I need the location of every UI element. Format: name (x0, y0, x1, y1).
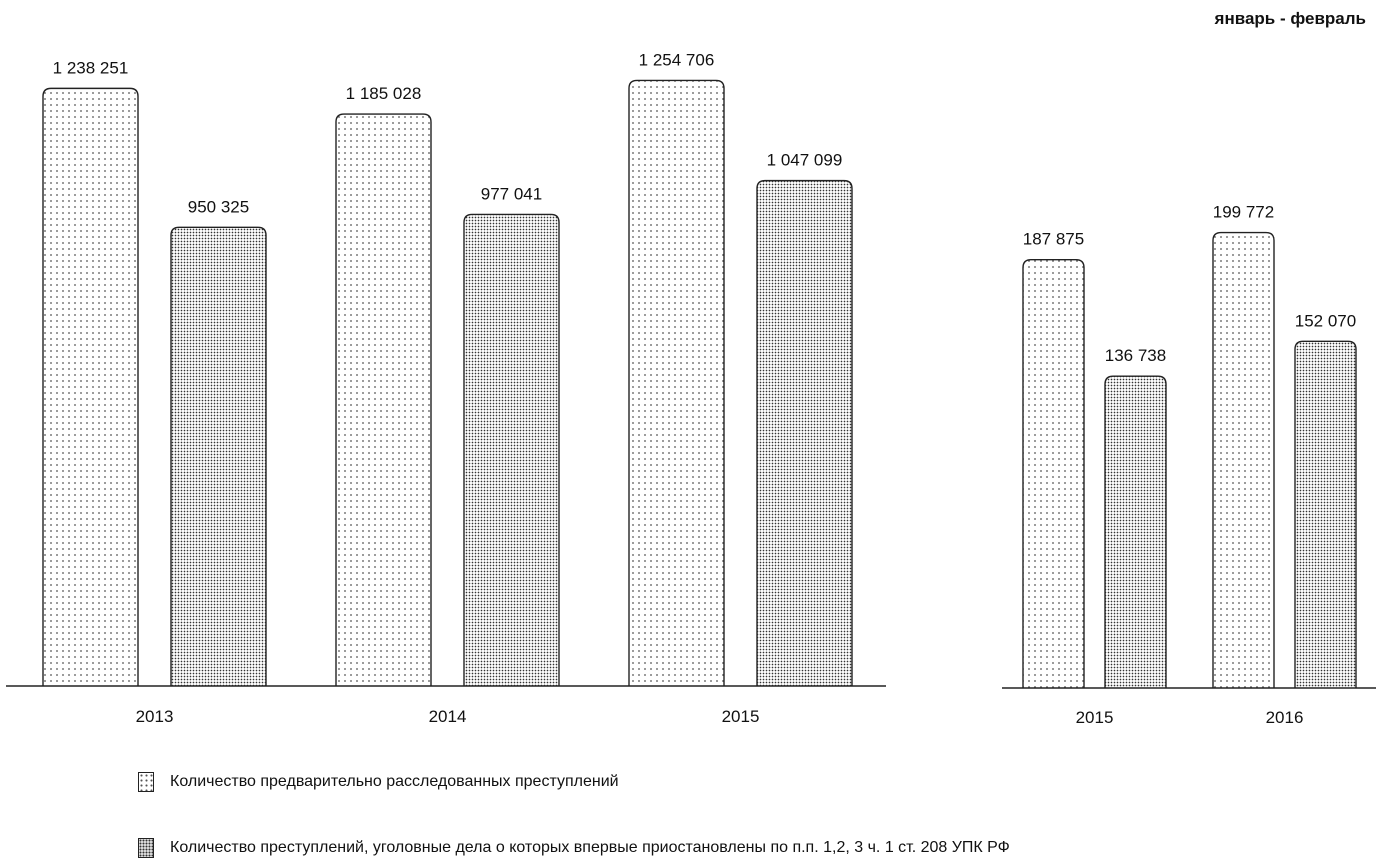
legend-label-investigated: Количество предварительно расследованных… (170, 773, 619, 790)
x-tick-label-1-2015: 2015 (1076, 708, 1114, 727)
x-tick-label-1-2016: 2016 (1266, 708, 1304, 727)
x-tick-label-0-2014: 2014 (429, 707, 467, 726)
jan-feb-title: январь - февраль (1214, 9, 1366, 28)
bar-value-label-0-2015-s1: 1 047 099 (767, 151, 843, 170)
bar-1-2016-s1 (1294, 340, 1357, 688)
bar-value-label-1-2015-s1: 136 738 (1105, 346, 1166, 365)
bar-0-2013-s1 (170, 226, 267, 686)
x-tick-label-0-2015: 2015 (722, 707, 760, 726)
bar-0-2015-s1 (756, 179, 853, 686)
bar-value-label-0-2014-s0: 1 185 028 (346, 84, 422, 103)
legend-swatch-sparse (138, 772, 154, 792)
bar-0-2013-s0 (42, 87, 139, 686)
bar-value-label-0-2013-s1: 950 325 (188, 197, 249, 216)
bar-value-label-1-2015-s0: 187 875 (1023, 230, 1084, 249)
bar-value-label-0-2014-s1: 977 041 (481, 184, 542, 203)
x-tick-label-0-2013: 2013 (136, 707, 174, 726)
bar-value-label-0-2015-s0: 1 254 706 (639, 50, 715, 69)
bar-1-2015-s0 (1022, 258, 1085, 688)
bar-value-label-0-2013-s0: 1 238 251 (53, 58, 129, 77)
bar-value-label-1-2016-s1: 152 070 (1295, 311, 1356, 330)
bar-0-2014-s0 (335, 113, 432, 686)
jan-feb-chart-panel: январь - февраль 187 875 136 738 2015 199 7… (1002, 9, 1376, 727)
legend-label-suspended: Количество преступлений, уголовные дела … (170, 839, 1010, 856)
legend-item-suspended: Количество преступлений, уголовные дела … (138, 838, 1010, 858)
bar-0-2014-s1 (463, 213, 560, 686)
bar-1-2015-s1 (1104, 375, 1167, 688)
legend-swatch-dense (138, 838, 154, 858)
annual-chart-panel: 1 238 251 950 325 2013 1 185 028 977 041 2014… (6, 50, 886, 726)
bar-0-2015-s0 (628, 79, 725, 686)
bar-value-label-1-2016-s0: 199 772 (1213, 203, 1274, 222)
legend-item-investigated: Количество предварительно расследованных… (138, 772, 619, 792)
bar-1-2016-s0 (1212, 231, 1275, 688)
